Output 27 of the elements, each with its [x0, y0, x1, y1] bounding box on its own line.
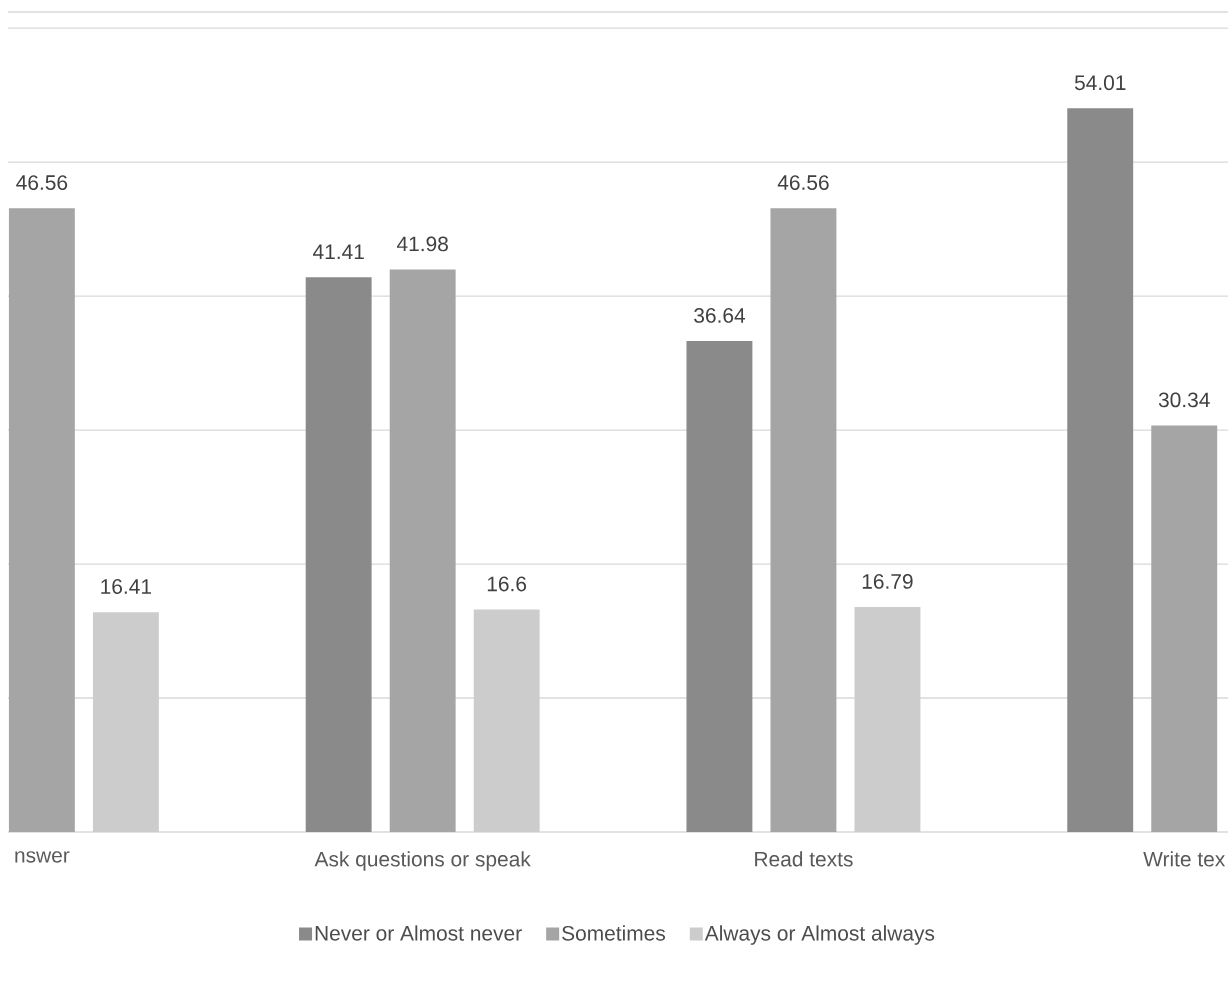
data-label: 54.01 [1074, 75, 1126, 91]
data-label: 41.98 [396, 236, 448, 252]
data-label: 36.64 [694, 308, 746, 323]
x-tick-label: Write tex [1143, 851, 1226, 867]
bar [1067, 108, 1134, 832]
data-label: 16.41 [101, 579, 151, 594]
x-tick-label: nswer [15, 851, 70, 863]
bar [1151, 425, 1218, 832]
x-tick-label: Read texts [755, 851, 853, 867]
data-label: 41.41 [313, 244, 364, 259]
data-label: 46.56 [16, 175, 68, 190]
legend-label: Never or Almost never [315, 925, 522, 941]
bar [854, 607, 921, 832]
bar [92, 612, 159, 832]
bar [686, 341, 753, 832]
bar [305, 277, 372, 832]
x-tick-label: Ask questions or speak [314, 851, 531, 871]
data-label: 16.79 [862, 574, 913, 589]
legend-label: Always or Almost always [704, 925, 935, 945]
bar [389, 269, 456, 832]
legend-label: Sometimes [562, 925, 666, 941]
data-label: 30.34 [1158, 392, 1210, 408]
bar [8, 208, 75, 832]
data-label: 16.6 [487, 576, 527, 592]
bar [770, 208, 837, 832]
bar [473, 609, 540, 832]
data-label: 46.56 [777, 175, 829, 190]
